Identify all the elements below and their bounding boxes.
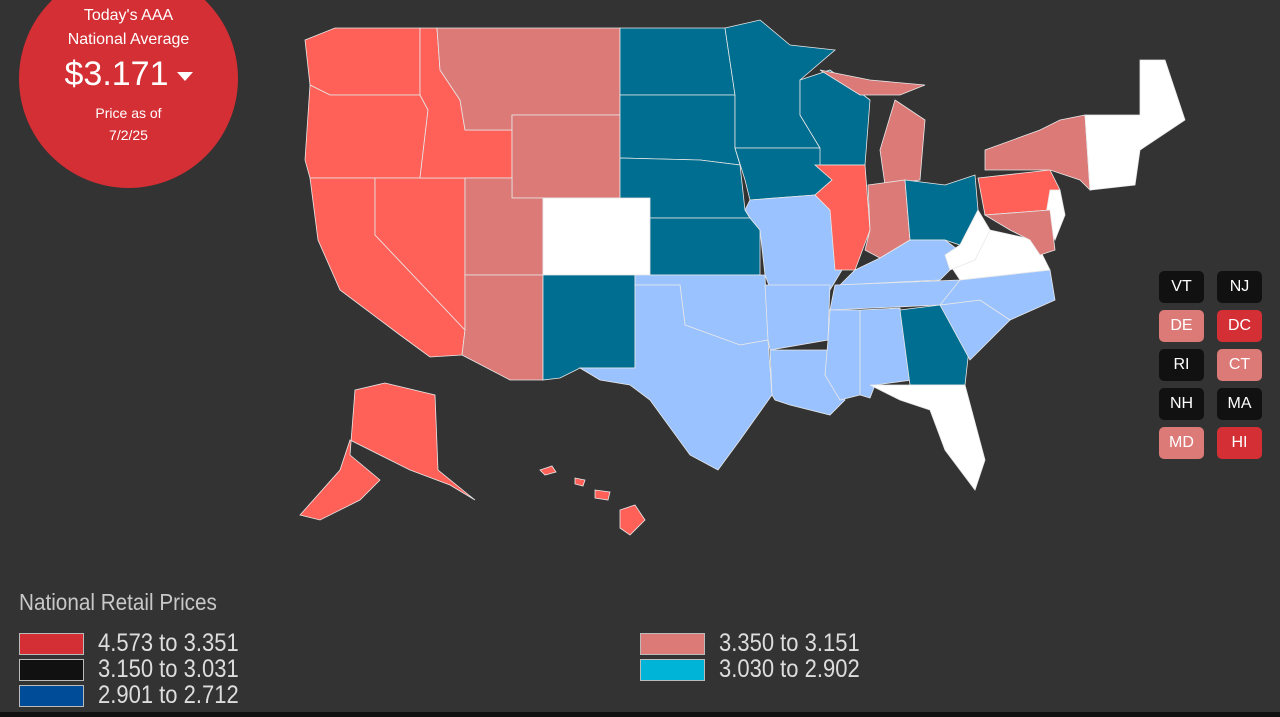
legend-swatch — [19, 684, 84, 707]
state-co[interactable] — [542, 197, 651, 276]
legend-item: 3.150 to 3.031 — [19, 655, 258, 684]
state-hi-1[interactable] — [619, 504, 646, 536]
state-wa[interactable] — [304, 27, 421, 96]
legend-swatch — [19, 632, 84, 655]
state-az[interactable] — [461, 274, 544, 381]
state-button-ma[interactable]: MA — [1217, 388, 1262, 420]
legend-swatch — [19, 658, 84, 681]
legend-item: 2.901 to 2.712 — [19, 681, 258, 710]
state-ne-eng[interactable] — [1084, 59, 1186, 191]
state-button-nh[interactable]: NH — [1159, 388, 1204, 420]
state-mi-up[interactable] — [819, 69, 926, 96]
state-ar[interactable] — [764, 284, 831, 351]
state-nd[interactable] — [619, 27, 736, 96]
national-average-badge: Today's AAA National Average $3.171 Price… — [19, 0, 238, 188]
small-state-buttons: VT NJ DE DC RI CT NH MA MD HI — [1159, 271, 1262, 459]
state-or[interactable] — [304, 84, 429, 179]
state-ks[interactable] — [649, 217, 761, 276]
badge-title-line2: National Average — [67, 31, 190, 48]
state-wy[interactable] — [511, 114, 621, 199]
state-button-vt[interactable]: VT — [1159, 271, 1204, 303]
state-button-md[interactable]: MD — [1159, 427, 1204, 459]
states — [299, 19, 1186, 536]
legend-item: 3.030 to 2.902 — [640, 655, 879, 684]
state-hi-3[interactable] — [574, 477, 586, 487]
badge-title-line1: Today's AAA — [83, 7, 174, 24]
state-sd[interactable] — [619, 94, 741, 166]
state-mi[interactable] — [879, 99, 926, 186]
bottom-bar — [0, 712, 1280, 717]
state-hi-2[interactable] — [594, 489, 611, 501]
legend-label: 3.350 to 3.151 — [719, 629, 860, 657]
state-ak[interactable] — [299, 382, 476, 521]
legend-item: 3.350 to 3.151 — [640, 629, 879, 658]
price-date: 7/2/25 — [109, 127, 148, 143]
state-md[interactable] — [983, 209, 1056, 256]
legend-label: 2.901 to 2.712 — [98, 681, 239, 709]
national-average-price: $3.171 — [64, 55, 169, 93]
price-as-of-label: Price as of — [95, 105, 162, 121]
legend-label: 4.573 to 3.351 — [98, 629, 239, 657]
state-button-hi[interactable]: HI — [1217, 427, 1262, 459]
state-il[interactable] — [813, 164, 871, 271]
state-button-de[interactable]: DE — [1159, 310, 1204, 342]
legend-swatch — [640, 658, 705, 681]
legend: National Retail Prices — [19, 589, 239, 616]
caret-down-icon — [176, 71, 193, 81]
legend-title: National Retail Prices — [19, 589, 217, 615]
legend-label: 3.150 to 3.031 — [98, 655, 239, 683]
state-button-ri[interactable]: RI — [1159, 349, 1204, 381]
state-button-dc[interactable]: DC — [1217, 310, 1262, 342]
state-wv[interactable] — [944, 209, 991, 271]
legend-label: 3.030 to 2.902 — [719, 655, 860, 683]
legend-swatch — [640, 632, 705, 655]
state-button-nj[interactable]: NJ — [1217, 271, 1262, 303]
legend-item: 4.573 to 3.351 — [19, 629, 258, 658]
state-tx[interactable] — [578, 284, 773, 471]
state-button-ct[interactable]: CT — [1217, 349, 1262, 381]
state-nm[interactable] — [542, 274, 636, 381]
state-ia[interactable] — [734, 147, 833, 201]
state-hi-4[interactable] — [539, 465, 557, 476]
state-fl[interactable] — [869, 384, 986, 491]
